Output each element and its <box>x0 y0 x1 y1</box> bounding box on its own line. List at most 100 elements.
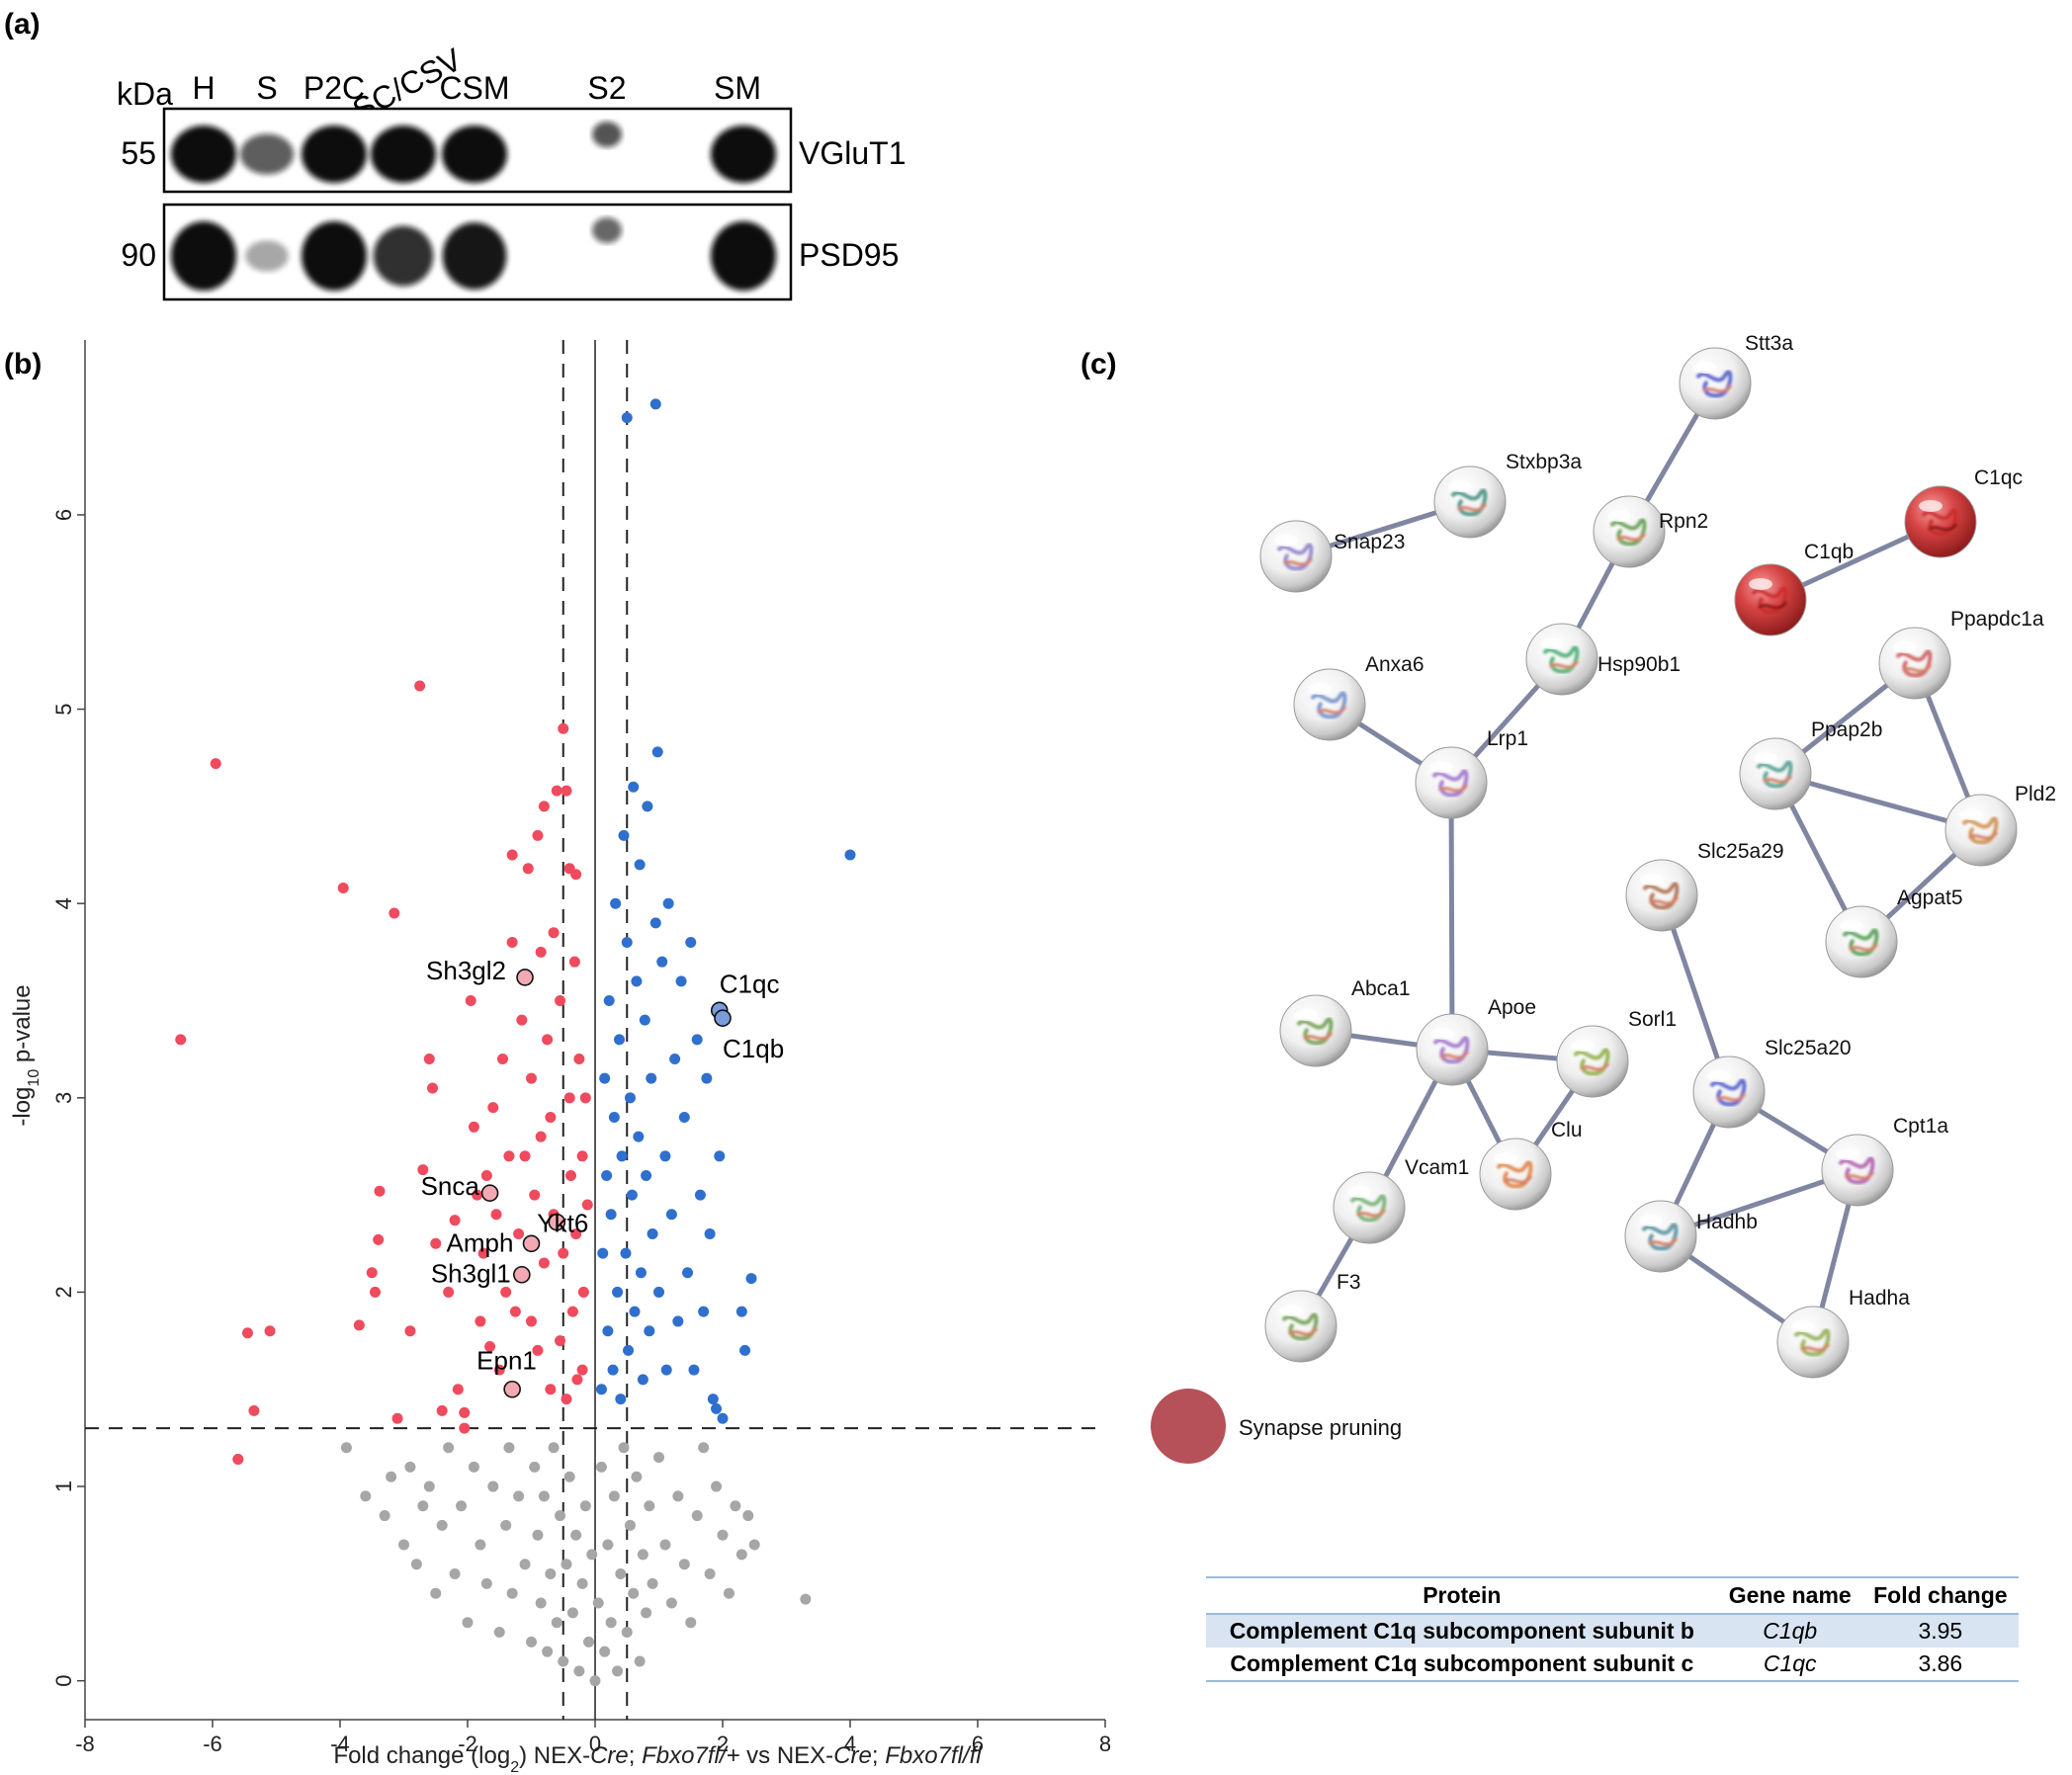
data-point <box>621 1627 633 1639</box>
node-highlight <box>1836 1148 1859 1160</box>
data-point <box>579 1500 591 1512</box>
data-point <box>545 1384 557 1395</box>
data-point <box>526 1315 537 1327</box>
data-point <box>631 975 643 987</box>
protein-structure-icon <box>1542 645 1580 674</box>
node-highlight <box>1448 480 1472 492</box>
wb-band <box>171 221 236 291</box>
node-highlight <box>1274 535 1298 547</box>
data-point <box>694 1189 706 1201</box>
data-point <box>519 1150 531 1162</box>
network-node: Rpn2 <box>1593 495 1708 568</box>
data-point <box>369 1286 381 1298</box>
data-point <box>570 869 582 881</box>
structure-stroke <box>1648 896 1680 905</box>
structure-stroke <box>1642 882 1680 910</box>
structure-stroke <box>1349 1194 1387 1223</box>
data-point <box>398 1539 409 1551</box>
structure-stroke <box>1838 1156 1875 1185</box>
protein-structure-icon <box>1310 691 1347 719</box>
data-point <box>691 1510 703 1522</box>
data-point <box>414 680 426 692</box>
structure-stroke <box>1709 1078 1747 1107</box>
data-point <box>563 1092 575 1104</box>
network-nodes: Stt3a Rpn2 Stxbp3a Snap23 C1qc C1qb Hsp90b1 Ppa… <box>1259 332 2056 1379</box>
data-point <box>417 1500 429 1512</box>
data-point <box>698 1442 710 1454</box>
wb-band <box>711 221 776 291</box>
legend-swatch <box>1151 1389 1226 1464</box>
data-point <box>615 1568 627 1580</box>
network-node: Slc25a20 <box>1692 1037 1852 1129</box>
table-cell-protein: Complement C1q subcomponent subunit c <box>1206 1648 1718 1682</box>
x-tick-label: 2 <box>717 1732 729 1756</box>
node-sphere <box>1878 627 1951 700</box>
data-point <box>599 1646 611 1657</box>
data-point <box>410 1559 422 1570</box>
data-point <box>566 1607 578 1619</box>
node-label: Anxa6 <box>1365 653 1424 676</box>
data-point <box>484 1340 496 1352</box>
data-point <box>646 1072 657 1084</box>
data-point <box>571 1374 583 1386</box>
data-point <box>519 1559 531 1570</box>
y-tick-label: 4 <box>51 897 76 909</box>
data-point <box>637 1549 648 1561</box>
data-point <box>614 1034 626 1046</box>
protein-table: Protein Gene name Fold change Complement… <box>1206 1576 2019 1682</box>
data-point <box>532 1344 544 1356</box>
structure-stroke <box>1844 1171 1875 1180</box>
wb-lane-label: P2C <box>303 70 365 106</box>
node-highlight <box>1919 500 1942 512</box>
data-point <box>711 1480 723 1492</box>
node-highlight <box>1754 752 1777 764</box>
wb-marker-label: 90 <box>121 237 156 273</box>
data-point <box>386 1471 397 1482</box>
network-node: Apoe <box>1416 996 1536 1086</box>
data-point <box>800 1593 812 1605</box>
data-point <box>576 1150 588 1162</box>
data-point <box>581 1199 593 1211</box>
data-point <box>589 1675 601 1687</box>
wb-lane-label: CSM <box>439 70 509 106</box>
structure-stroke <box>1641 1223 1679 1251</box>
node-label: Stxbp3a <box>1506 451 1582 473</box>
data-point <box>558 1247 569 1259</box>
structure-stroke <box>1927 523 1958 532</box>
node-highlight <box>1840 920 1863 932</box>
y-tick-label: 2 <box>51 1286 76 1298</box>
node-label: Agpat5 <box>1897 887 1963 909</box>
data-point <box>427 1082 439 1094</box>
protein-structure-icon <box>1496 1160 1533 1189</box>
node-label: Rpn2 <box>1659 510 1708 533</box>
data-point <box>388 907 400 919</box>
structure-stroke <box>1573 1048 1610 1076</box>
data-point <box>513 1490 525 1502</box>
data-point <box>462 1617 474 1629</box>
data-point <box>526 1072 537 1084</box>
node-label: Sorl1 <box>1628 1008 1677 1031</box>
data-point <box>691 1034 703 1046</box>
data-point <box>656 956 668 968</box>
structure-stroke <box>1799 1343 1831 1352</box>
structure-stroke <box>1502 1175 1533 1184</box>
data-point <box>714 1150 726 1162</box>
node-sphere <box>1279 994 1352 1067</box>
data-point <box>555 1510 566 1522</box>
data-point <box>641 1169 652 1181</box>
x-tick-label: -6 <box>203 1732 222 1756</box>
data-point <box>649 398 661 410</box>
structure-stroke <box>1302 1032 1334 1041</box>
data-point <box>423 1480 435 1492</box>
wb-lane-label: S <box>256 70 277 106</box>
node-label: Ppapdc1a <box>1950 608 2044 631</box>
data-point <box>459 1406 471 1418</box>
structure-stroke <box>1450 488 1488 517</box>
structure-stroke <box>1762 775 1793 784</box>
data-point <box>516 1014 528 1026</box>
node-label: Ppap2b <box>1811 718 1882 741</box>
data-point <box>468 1121 479 1133</box>
protein-structure-icon <box>1756 760 1793 789</box>
highlight-point <box>522 1234 541 1253</box>
